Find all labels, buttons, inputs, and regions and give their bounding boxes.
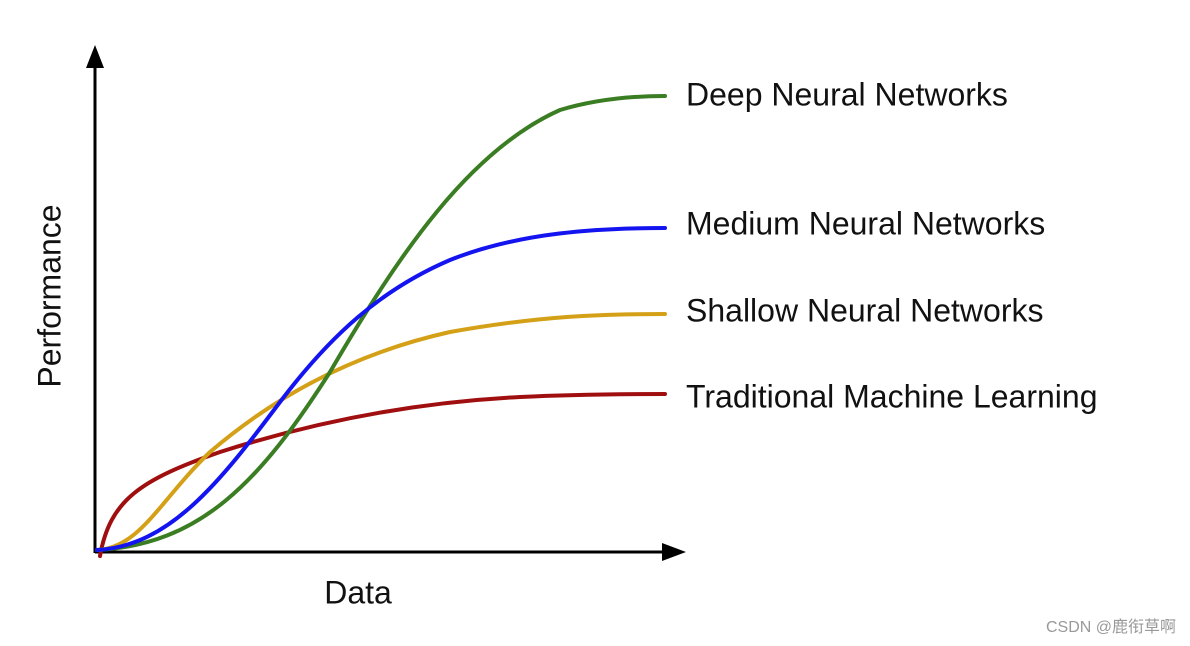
y-axis-label: Performance: [31, 204, 67, 387]
curve-label: Medium Neural Networks: [686, 205, 1045, 241]
curve-label: Shallow Neural Networks: [686, 292, 1043, 328]
curve-label: Deep Neural Networks: [686, 76, 1008, 112]
x-axis-arrow: [662, 543, 686, 561]
shallow-curve: [95, 312, 667, 552]
watermark: CSDN @鹿衔草啊: [1046, 618, 1176, 636]
x-axis-label: Data: [324, 574, 392, 610]
traditional-curve: [98, 392, 667, 558]
curve-label: Traditional Machine Learning: [686, 378, 1098, 414]
y-axis-arrow: [86, 45, 104, 68]
deep-curve: [95, 94, 667, 552]
medium-curve: [95, 226, 667, 552]
